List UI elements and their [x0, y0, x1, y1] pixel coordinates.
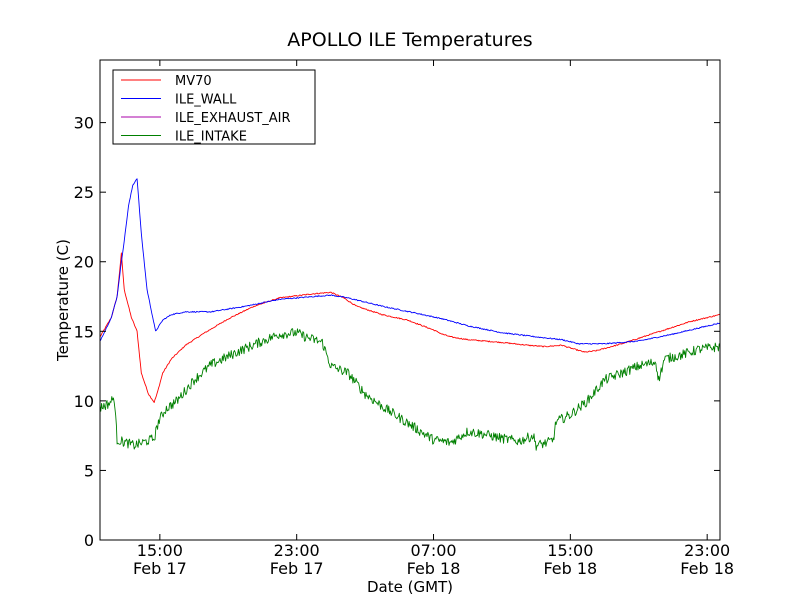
x-tick-label-time: 15:00 — [137, 541, 183, 560]
series-layer — [99, 178, 721, 451]
series-line-ile-intake — [99, 328, 721, 451]
x-tick-label-time: 23:00 — [684, 541, 730, 560]
y-tick-label: 20 — [74, 253, 94, 272]
legend-label-ile-exhaust-air: ILE_EXHAUST_AIR — [175, 111, 291, 126]
x-tick-label-date: Feb 18 — [543, 559, 597, 578]
y-tick-label: 15 — [74, 322, 94, 341]
x-tick-label-time: 07:00 — [410, 541, 456, 560]
series-line-mv70 — [99, 252, 721, 404]
y-tick-label: 10 — [74, 392, 94, 411]
x-tick-label-time: 15:00 — [547, 541, 593, 560]
x-tick-label-date: Feb 17 — [133, 559, 187, 578]
y-tick-label: 30 — [74, 114, 94, 133]
x-tick-label-date: Feb 17 — [270, 559, 324, 578]
y-tick-label: 25 — [74, 183, 94, 202]
y-axis-label: Temperature (C) — [54, 239, 72, 362]
legend-label-mv70: MV70 — [175, 74, 212, 89]
series-line-ile-wall — [99, 178, 721, 345]
x-tick-label-date: Feb 18 — [407, 559, 461, 578]
y-tick-label: 5 — [84, 461, 94, 480]
legend-box — [112, 69, 316, 145]
chart-title: APOLLO ILE Temperatures — [287, 29, 532, 51]
plot-frame — [99, 59, 721, 541]
x-axis-label: Date (GMT) — [367, 578, 453, 596]
y-tick-label: 0 — [84, 531, 94, 550]
legend-label-ile-wall: ILE_WALL — [175, 93, 237, 108]
x-tick-label-date: Feb 18 — [680, 559, 734, 578]
x-tick-label-time: 23:00 — [274, 541, 320, 560]
legend-label-ile-intake: ILE_INTAKE — [175, 130, 247, 145]
legend: MV70 ILE_WALL ILE_EXHAUST_AIR ILE_INTAKE — [112, 69, 316, 145]
